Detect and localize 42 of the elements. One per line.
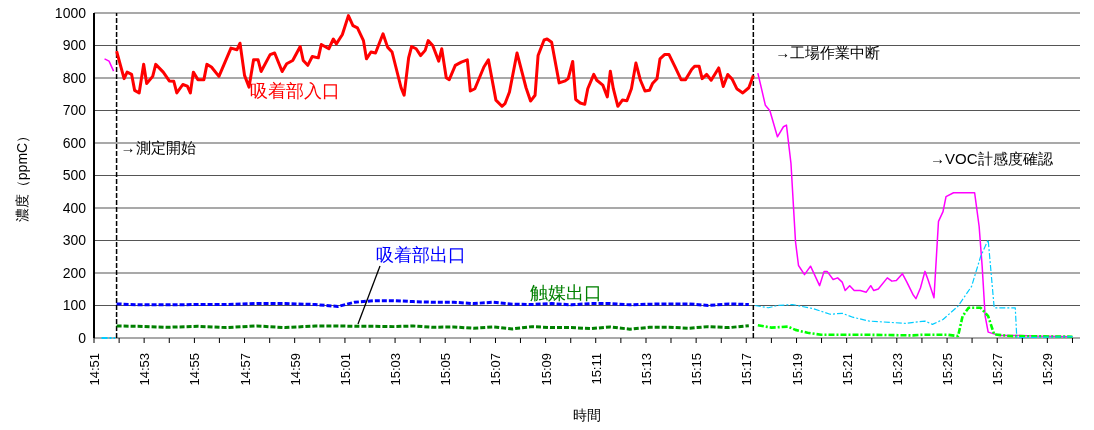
- x-tick-label: 15:27: [990, 353, 1006, 386]
- y-tick-label: 600: [62, 134, 87, 151]
- y-tick-label: 1000: [54, 4, 87, 21]
- x-tick-label: 14:57: [237, 353, 253, 386]
- line-series: [756, 306, 1074, 338]
- y-tick-label: 0: [78, 329, 87, 346]
- y-tick-label: 400: [62, 199, 87, 216]
- ref-line-label: →測定開始: [120, 139, 196, 156]
- x-tick-label: 15:15: [689, 353, 705, 386]
- x-tick-label: 15:19: [789, 353, 805, 386]
- series-label: 吸着部出口: [376, 244, 466, 266]
- x-tick-label: 15:21: [839, 353, 855, 386]
- y-tick-label: 300: [62, 232, 87, 249]
- x-tick-label: 15:03: [388, 353, 404, 386]
- y-tick-label: 800: [62, 69, 87, 86]
- y-axis-title: 濃度（ppmC）: [13, 128, 30, 223]
- y-tick-label: 100: [62, 297, 87, 314]
- x-axis-title: 時間: [573, 407, 601, 423]
- x-tick-label: 14:53: [137, 353, 153, 386]
- y-tick-label: 900: [62, 37, 87, 54]
- x-tick-label: 15:07: [488, 353, 504, 386]
- x-tick-label: 14:51: [87, 353, 102, 386]
- series-label: 吸着部入口: [250, 80, 340, 102]
- x-tick-label: 15:01: [337, 353, 353, 386]
- y-tick-label: 500: [62, 167, 87, 184]
- x-tick-label: 14:55: [187, 353, 203, 386]
- y-tick-label: 700: [62, 102, 87, 119]
- annotation: →VOC計感度確認: [930, 150, 1053, 169]
- x-tick-label: 15:11: [588, 353, 604, 385]
- x-tick-label: 15:17: [739, 353, 755, 386]
- line-series: [115, 14, 755, 108]
- x-tick-label: 15:13: [639, 353, 655, 386]
- x-tick-label: 15:29: [1040, 353, 1056, 386]
- x-tick-label: 15:25: [940, 353, 956, 386]
- x-tick-label: 15:09: [538, 353, 554, 386]
- y-tick-label: 200: [62, 264, 87, 281]
- line-series: [754, 239, 1074, 339]
- x-tick-label: 15:23: [889, 353, 905, 386]
- x-tick-label: 15:05: [438, 353, 454, 386]
- ref-line-label: →工場作業中断: [775, 44, 881, 61]
- x-tick-label: 14:59: [287, 353, 303, 386]
- series-label: 触媒出口: [530, 282, 602, 304]
